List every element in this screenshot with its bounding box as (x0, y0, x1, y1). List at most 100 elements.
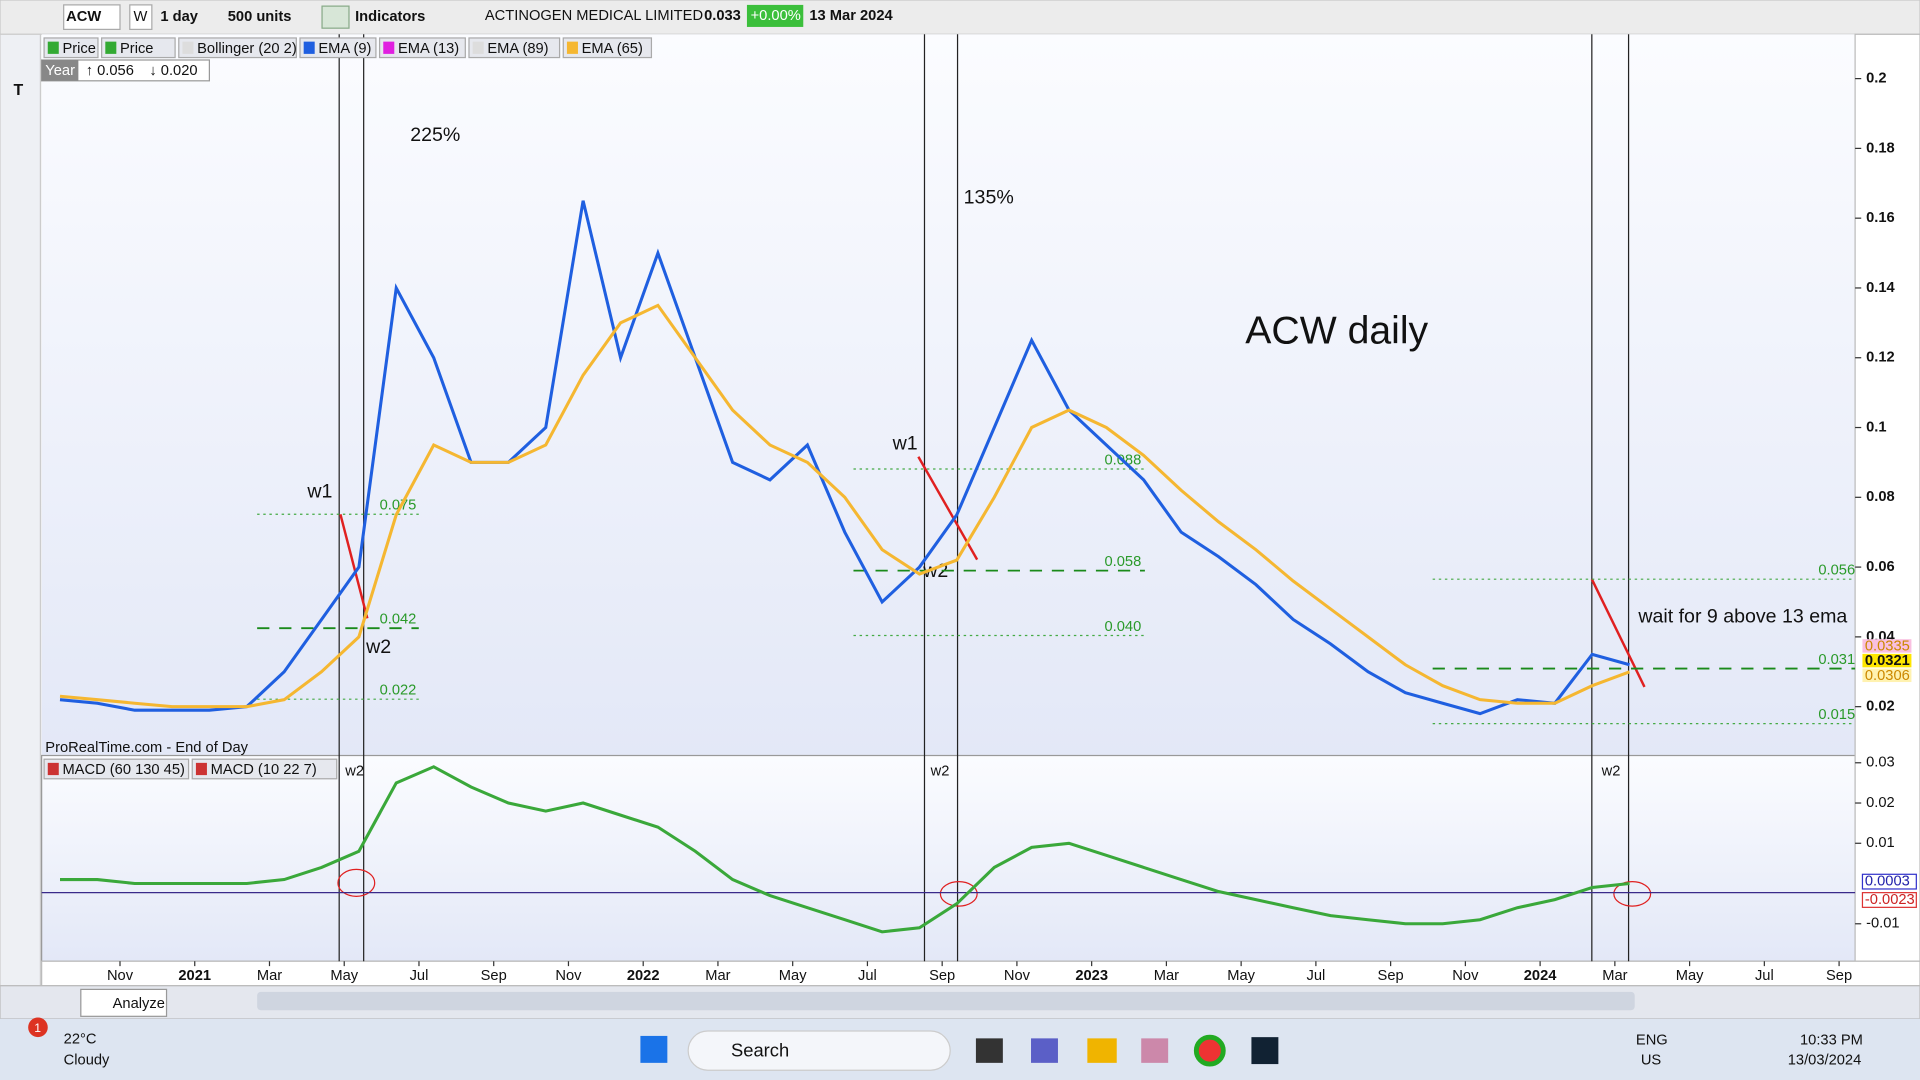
legend-item[interactable] (562, 37, 653, 59)
y-tick-label: 0.08 (1866, 489, 1895, 505)
annotation-135: 135% (964, 187, 1014, 209)
app-icon[interactable] (1193, 1034, 1226, 1067)
app-icon[interactable] (975, 1038, 1003, 1063)
x-tick-label: May (1676, 968, 1704, 984)
x-tick-label: Jul (858, 968, 877, 984)
legend-label: EMA (13) (398, 41, 459, 57)
circle (337, 868, 376, 897)
legend-label: Price (62, 41, 95, 57)
legend-item[interactable] (299, 37, 377, 59)
price-box-label: 0.0321 (1865, 653, 1910, 669)
y-tick-label: 0.03 (1866, 755, 1895, 771)
year-label: Year (45, 63, 75, 79)
language: ENG (1636, 1033, 1668, 1049)
y-tick-label: 0.06 (1866, 559, 1895, 575)
x-tick-label: Jul (1306, 968, 1325, 984)
y-tick-label: 0.1 (1866, 419, 1886, 435)
year-high: ↑ 0.056 (86, 63, 134, 79)
fib-label: 0.022 (380, 682, 417, 698)
start-button[interactable] (640, 1035, 668, 1063)
scrollbar[interactable] (257, 991, 1635, 1011)
legend-item[interactable] (43, 758, 190, 780)
fib-label: 0.075 (380, 498, 417, 514)
x-tick-label: Nov (107, 968, 134, 984)
x-tick-label: May (1227, 968, 1255, 984)
x-tick-label: Jul (410, 968, 429, 984)
legend-swatch (182, 41, 194, 54)
app-icon[interactable] (1087, 1038, 1117, 1063)
last-price: 0.033 (704, 8, 741, 24)
legend-swatch (566, 41, 578, 54)
legend-item[interactable] (468, 37, 561, 59)
price-box (1862, 639, 1912, 653)
w-label: W (133, 9, 147, 25)
fib-label: 0.040 (1104, 619, 1141, 635)
wave-label: w1 (306, 480, 332, 502)
price-box-label: 0.0306 (1865, 668, 1910, 684)
symbol-box[interactable] (63, 4, 121, 30)
legend-item[interactable] (178, 37, 297, 59)
x-tick-label: Nov (555, 968, 582, 984)
x-tick-label: Sep (929, 968, 955, 984)
y-tick-label: 0.02 (1866, 795, 1895, 811)
search[interactable]: Search (731, 1040, 789, 1061)
marker-lines (338, 34, 1630, 962)
indicators-icon[interactable] (321, 5, 350, 29)
app-icon[interactable] (1031, 1038, 1058, 1063)
year-tab (41, 60, 79, 81)
app-icon[interactable] (1251, 1037, 1279, 1065)
legend-item[interactable] (191, 758, 338, 780)
calendar-date: 13/03/2024 (1788, 1052, 1862, 1068)
wave-label: w1 (892, 433, 918, 455)
fib-label: 0.056 (1818, 562, 1855, 578)
annotation-note: wait for 9 above 13 ema (1637, 605, 1847, 627)
year-low: ↓ 0.020 (149, 63, 197, 79)
x-tick-label: May (779, 968, 807, 984)
value-box-label: 0.0003 (1865, 874, 1910, 890)
legend-swatch (383, 41, 395, 54)
y-tick-label: 0.2 (1866, 70, 1886, 86)
x-tick-label: Sep (1826, 968, 1852, 984)
legend-label: MACD (60 130 45) (62, 762, 184, 778)
text-tool[interactable]: T (13, 82, 23, 99)
value-box (1861, 873, 1917, 890)
trend-line (339, 513, 369, 619)
x-tick-label: Mar (705, 968, 730, 984)
legend-label: EMA (9) (318, 41, 371, 57)
series-line (60, 765, 1630, 934)
indicators[interactable]: Indicators (355, 9, 425, 25)
analyze-button[interactable] (80, 988, 168, 1017)
interval[interactable]: 1 day (160, 9, 198, 25)
legend-item[interactable] (378, 37, 466, 59)
legend-swatch (195, 762, 207, 776)
y-tick-label: 0.12 (1866, 350, 1895, 366)
legend-swatch (472, 41, 484, 54)
circle (939, 881, 978, 907)
analyze[interactable]: Analyze (113, 996, 165, 1012)
clock: 10:33 PM (1800, 1033, 1863, 1049)
price-panel (41, 34, 1856, 756)
fib-label: 0.015 (1818, 707, 1855, 723)
y-tick-label: 0.14 (1866, 280, 1895, 296)
legend-swatch (47, 41, 59, 54)
x-tick-label: 2021 (178, 968, 211, 984)
x-tick-label: Mar (257, 968, 282, 984)
wave-label: w2 (930, 763, 950, 779)
temperature: 22°C (64, 1031, 97, 1047)
legend-swatch (303, 41, 315, 54)
units[interactable]: 500 units (228, 9, 292, 25)
w-button[interactable] (129, 4, 153, 30)
legend-label: Price (120, 41, 153, 57)
value-box (1861, 892, 1917, 908)
y-tick-label: -0.01 (1866, 916, 1899, 932)
annotation-title: ACW daily (1245, 309, 1428, 352)
app-icon[interactable] (1141, 1038, 1169, 1063)
search-box[interactable] (687, 1030, 951, 1071)
region: US (1641, 1052, 1662, 1068)
price-box (1862, 668, 1912, 683)
x-tick-label: Sep (1378, 968, 1404, 984)
circle (1613, 881, 1652, 907)
legend-item[interactable] (101, 37, 176, 59)
